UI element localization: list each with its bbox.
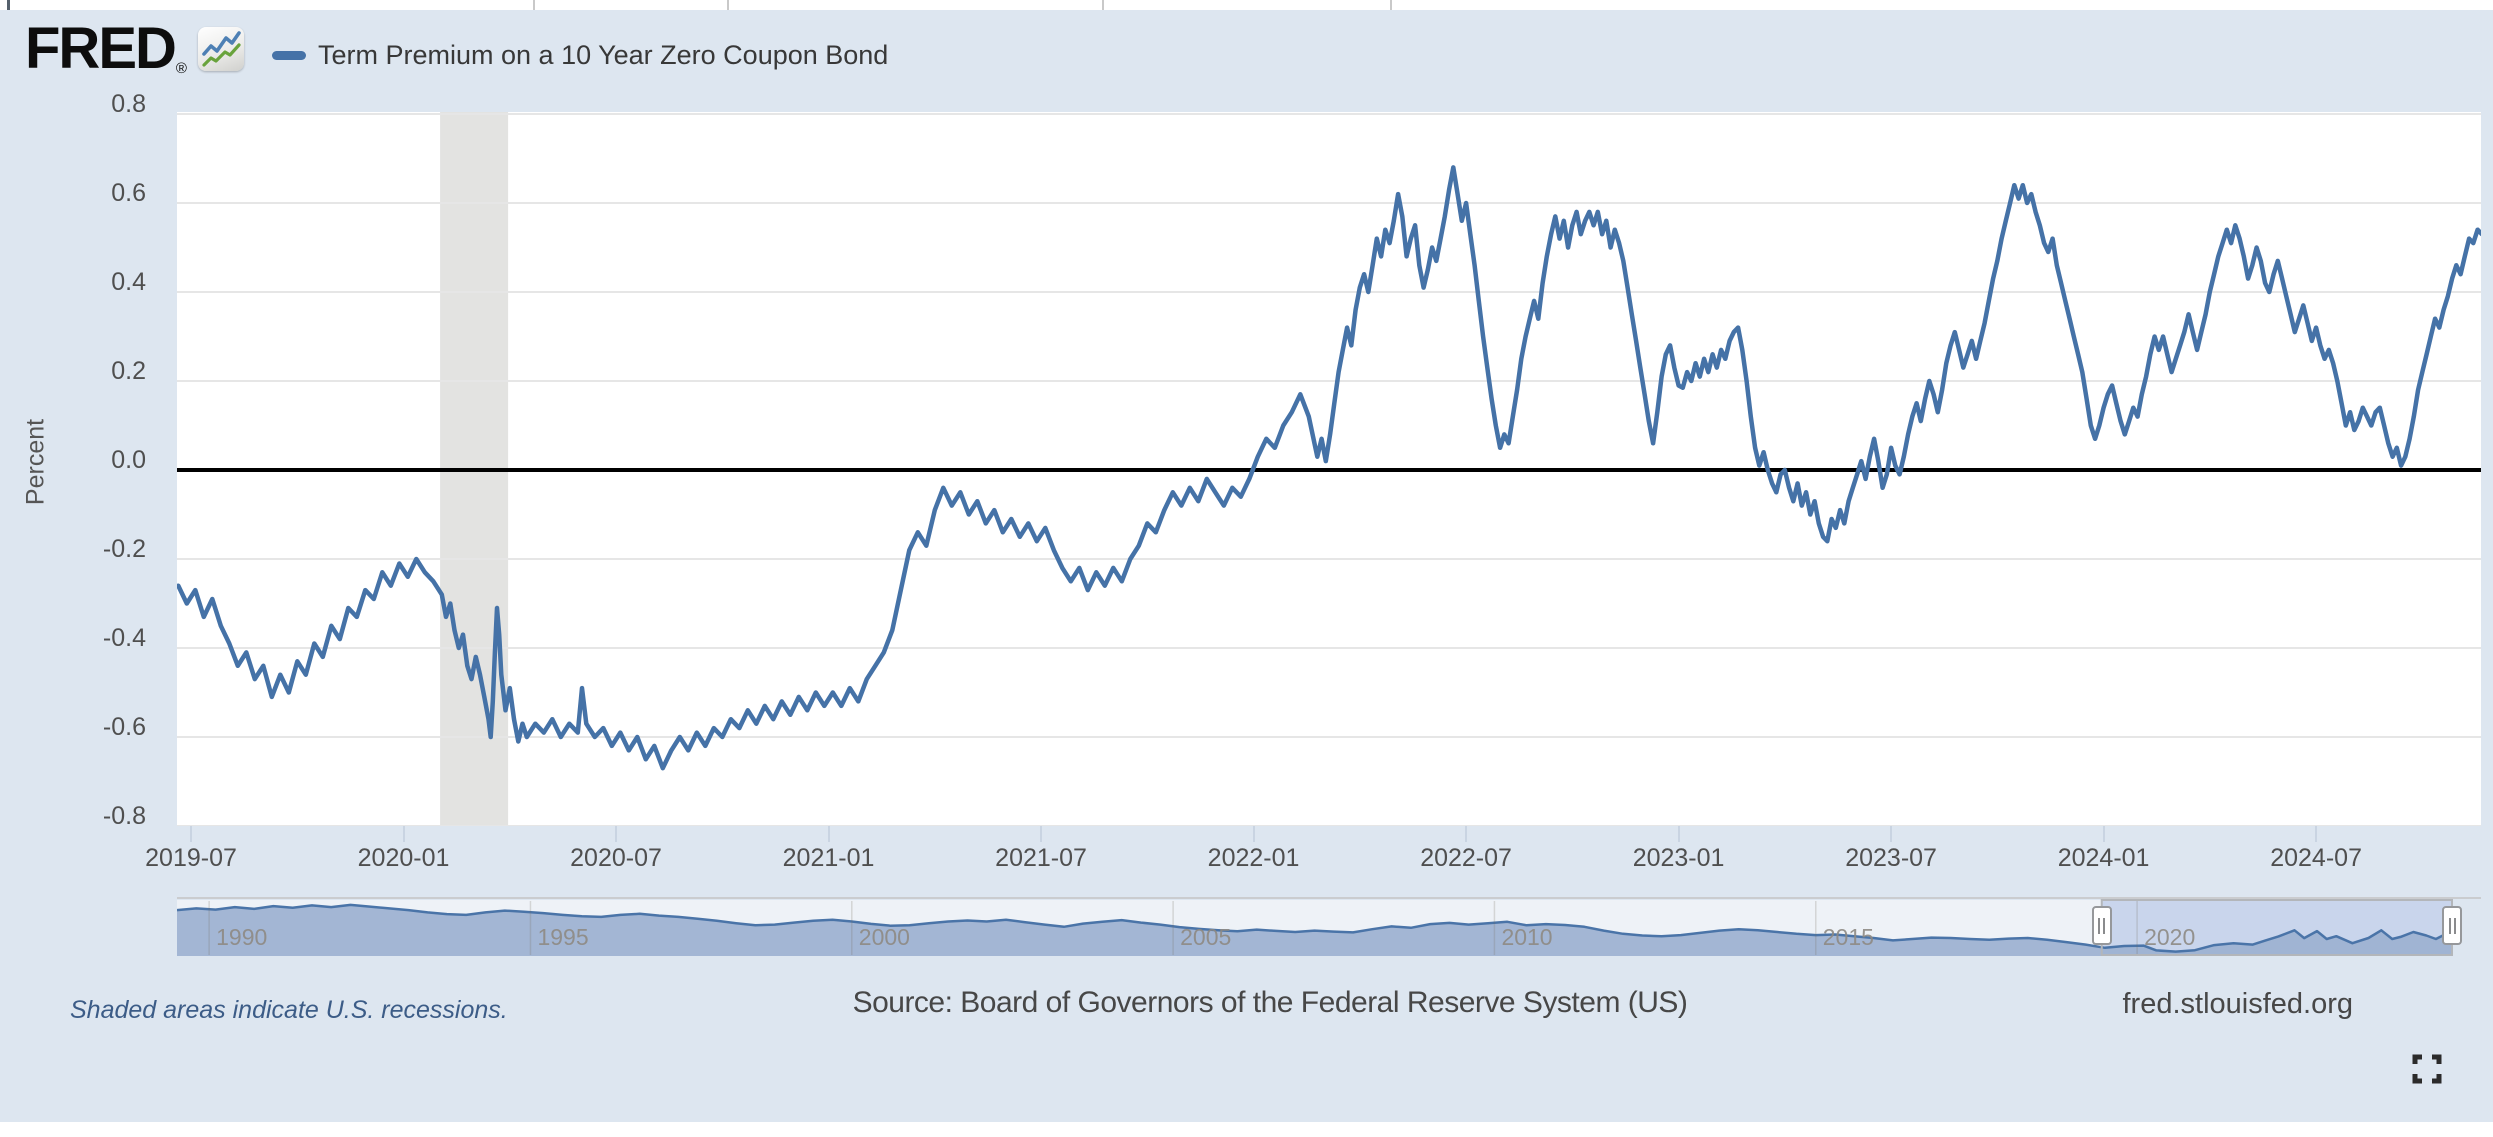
y-axis-tick-label: 0.0	[111, 446, 146, 474]
x-axis-tick-label: 2020-07	[570, 844, 662, 872]
navigator-year-label: 2000	[858, 924, 910, 950]
x-axis-tick-label: 2022-07	[1420, 844, 1512, 872]
navigator-year-label: 2010	[1501, 924, 1553, 950]
y-axis-tick-label: -0.4	[102, 624, 146, 652]
y-axis-tick-label: 0.2	[111, 357, 146, 385]
x-axis-tick-label: 2023-01	[1632, 844, 1725, 872]
top-strip-divider	[533, 0, 535, 10]
fred-logo-text: FRED	[25, 16, 177, 81]
registered-mark: ®	[175, 60, 187, 77]
legend-line-swatch	[272, 51, 306, 60]
top-strip-mark	[7, 0, 10, 10]
y-axis-tick-label: -0.6	[102, 713, 146, 741]
y-axis-tick-label: 0.6	[111, 179, 146, 207]
y-axis-tick-label: -0.2	[102, 535, 146, 563]
x-axis-tick-label: 2019-07	[145, 844, 237, 872]
x-axis-tick	[190, 826, 193, 842]
x-axis-tick-label: 2024-01	[2057, 844, 2150, 872]
x-axis-tick	[1465, 826, 1468, 842]
x-axis-tick	[1677, 826, 1680, 842]
x-axis-tick	[1252, 826, 1255, 842]
navigator-year-label: 2020	[2144, 924, 2196, 950]
range-navigator[interactable]: 1990 1995 2000 2005 2010 2015 2020	[177, 899, 2481, 957]
y-axis-tick-label: 0.4	[111, 268, 146, 296]
x-axis-tick	[1890, 826, 1893, 842]
x-axis-tick-label: 2023-07	[1845, 844, 1937, 872]
y-axis-tick-label: -0.8	[102, 802, 146, 830]
recession-note: Shaded areas indicate U.S. recessions.	[70, 996, 508, 1024]
source-text: Source: Board of Governors of the Federa…	[852, 986, 1688, 1019]
term-premium-series-line	[177, 165, 2481, 771]
x-axis-tick	[2315, 826, 2318, 842]
bottom-edge-margin	[0, 1122, 2493, 1137]
navigator-left-handle[interactable]	[2091, 906, 2112, 945]
fred-sparkline-icon	[197, 27, 244, 71]
navigator-area-fill	[177, 904, 2452, 956]
x-axis-tick-label: 2020-01	[357, 844, 450, 872]
fullscreen-button[interactable]	[2412, 1054, 2442, 1084]
navigator-line	[177, 903, 2452, 953]
x-axis-tick-label: 2021-07	[995, 844, 1087, 872]
navigator-year-label: 2015	[1822, 924, 1874, 950]
legend-label: Term Premium on a 10 Year Zero Coupon Bo…	[318, 40, 889, 70]
top-strip-divider	[1102, 0, 1104, 10]
main-chart-plot-area[interactable]	[177, 112, 2481, 826]
navigator-top-border	[177, 897, 2481, 899]
navigator-year-label: 1995	[537, 924, 589, 950]
navigator-year-label: 2005	[1180, 924, 1232, 950]
x-axis-tick-label: 2024-07	[2270, 844, 2362, 872]
fullscreen-expand-icon	[2412, 1054, 2442, 1084]
x-axis-tick	[402, 826, 405, 842]
top-edge-artifact	[0, 0, 2493, 10]
fred-logo[interactable]: FRED ®	[25, 16, 244, 81]
navigator-right-handle[interactable]	[2442, 906, 2462, 945]
x-axis-tick-label: 2021-01	[782, 844, 875, 872]
x-axis-tick	[615, 826, 618, 842]
y-axis-tick-label: 0.8	[111, 90, 146, 118]
x-axis-tick-label: 2022-01	[1207, 844, 1300, 872]
legend: Term Premium on a 10 Year Zero Coupon Bo…	[272, 40, 888, 71]
x-axis-tick	[827, 826, 830, 842]
fred-site-link[interactable]: fred.stlouisfed.org	[2122, 988, 2353, 1020]
top-strip-divider	[1390, 0, 1392, 10]
x-axis-tick	[2102, 826, 2105, 842]
top-strip-divider	[727, 0, 729, 10]
x-axis-tick	[1040, 826, 1043, 842]
navigator-year-label: 1990	[216, 924, 268, 950]
